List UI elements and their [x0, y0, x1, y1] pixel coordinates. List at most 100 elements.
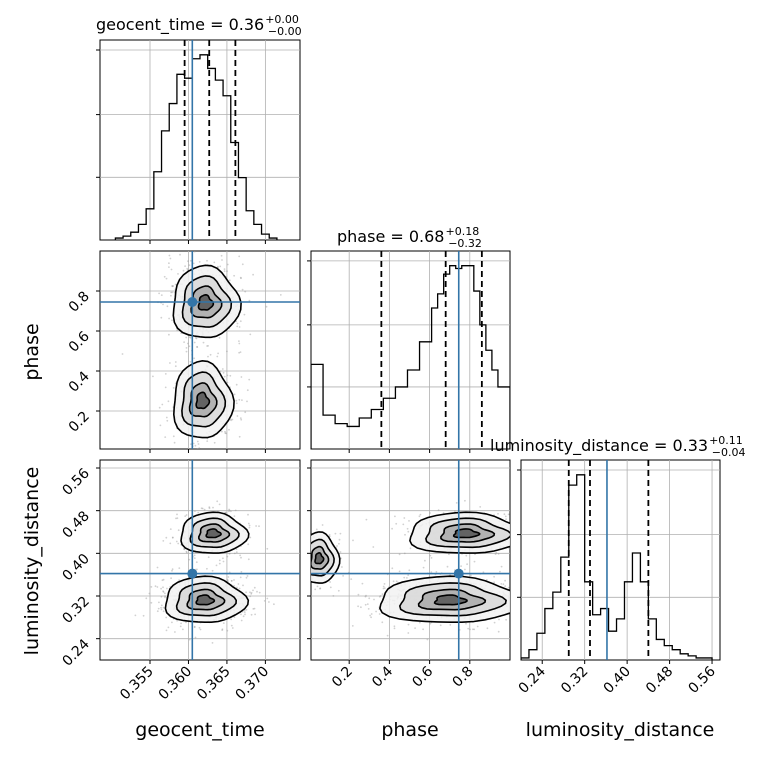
sample-point [500, 565, 503, 568]
contour-line [181, 275, 233, 328]
sample-point [512, 548, 514, 550]
sample-point [418, 621, 421, 624]
sample-point [162, 590, 165, 593]
x-tick-label: 0.24 [516, 663, 549, 696]
sample-point [227, 576, 230, 578]
truth-marker [187, 568, 198, 579]
sample-point [505, 518, 507, 520]
sample-point [160, 606, 162, 609]
sample-point [164, 386, 167, 389]
sample-point [228, 552, 231, 555]
sample-point [170, 577, 173, 580]
sample-point [198, 626, 201, 629]
sample-point [185, 621, 187, 624]
sample-point [192, 442, 195, 445]
sample-point [240, 418, 243, 421]
sample-point [482, 571, 485, 574]
density-fill [206, 528, 221, 538]
sample-point [240, 619, 243, 622]
sample-point [225, 432, 228, 435]
contour-line [181, 371, 227, 428]
sample-point [308, 562, 310, 564]
sample-point [171, 536, 174, 539]
sample-point [479, 506, 482, 508]
hist-hgrid-phase [307, 260, 510, 388]
sample-point [240, 613, 242, 616]
sample-point [268, 601, 270, 603]
sample-point [493, 581, 495, 584]
sample-point [381, 593, 384, 595]
sample-point [241, 288, 244, 291]
sample-point [195, 336, 197, 339]
histogram-luminosity-distance [521, 474, 713, 660]
grid-phase [348, 251, 471, 453]
sample-point [429, 554, 432, 557]
sample-point [422, 566, 425, 569]
sample-point [370, 616, 372, 619]
sample-point [519, 626, 521, 628]
sample-point [235, 551, 238, 554]
density-fill [196, 392, 210, 409]
sample-point [200, 507, 203, 510]
sample-point [305, 537, 307, 539]
sample-point [197, 511, 200, 514]
contour-line [197, 523, 231, 543]
sample-point [235, 399, 238, 402]
density-fill [453, 528, 480, 538]
sample-point [505, 618, 507, 621]
sample-point [187, 260, 189, 263]
contour-line [314, 551, 325, 565]
sample-point [373, 598, 375, 601]
sample-point [226, 350, 228, 353]
sample-point [244, 411, 247, 414]
sample-point [239, 320, 242, 323]
contour-line [195, 594, 216, 606]
sample-point [207, 345, 210, 347]
sample-point [234, 509, 237, 512]
sample-point [188, 558, 191, 561]
sample-point [173, 441, 176, 444]
sample-point [183, 548, 185, 550]
sample-point [426, 638, 429, 641]
sample-point [409, 547, 412, 550]
sample-point [224, 432, 227, 434]
sample-point [172, 387, 175, 389]
sample-point [183, 548, 186, 551]
sample-point [315, 528, 318, 531]
sample-point [233, 584, 235, 587]
sample-point [342, 575, 344, 577]
y-tick-label: 0.4 [66, 368, 93, 395]
sample-point [486, 627, 489, 630]
sample-point [360, 606, 362, 609]
sample-point [382, 587, 385, 590]
x-tick-label: 0.40 [601, 664, 634, 697]
sample-point [160, 595, 163, 598]
sample-point [383, 583, 386, 585]
panel-frame-ldist-vs-phase [310, 459, 511, 661]
xlabel-luminosity-distance: luminosity_distance [526, 719, 715, 741]
sample-point [379, 595, 382, 597]
sample-point [230, 419, 233, 422]
sample-point [242, 584, 244, 587]
sample-point [160, 316, 163, 319]
y-tick-label: 0.8 [66, 289, 93, 316]
sample-point [253, 607, 256, 610]
sample-point [238, 351, 241, 354]
sample-point [247, 522, 250, 525]
sample-point [162, 591, 165, 593]
sample-point [518, 539, 520, 541]
sample-point [308, 533, 310, 535]
sample-point [244, 290, 247, 293]
sample-point [240, 556, 242, 559]
sample-point [222, 371, 225, 374]
sample-point [228, 510, 230, 513]
sample-point [208, 507, 211, 510]
sample-point [206, 345, 209, 347]
sample-point [156, 610, 159, 613]
sample-point [194, 636, 197, 639]
sample-point [160, 294, 163, 296]
sample-point [159, 424, 162, 427]
sample-point [179, 625, 182, 628]
sample-point [184, 265, 187, 267]
x-tick-label: 0.2 [329, 664, 356, 691]
